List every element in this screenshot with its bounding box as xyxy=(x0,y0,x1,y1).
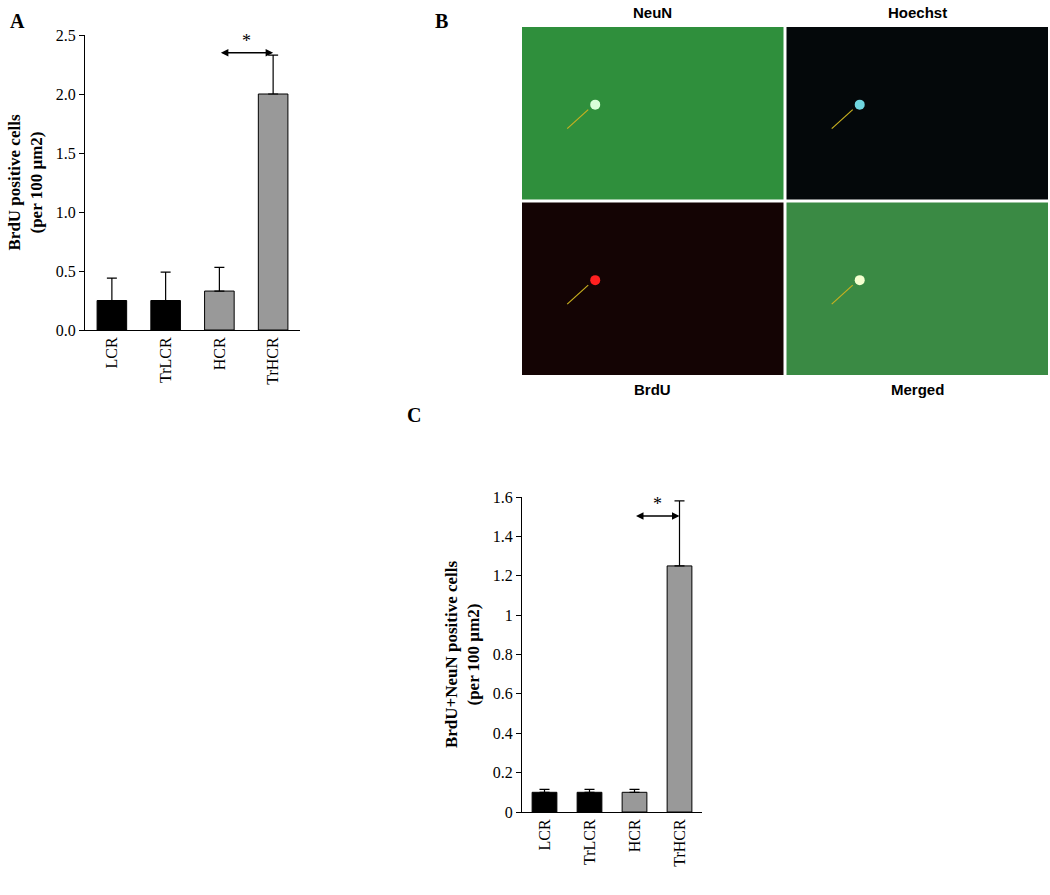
svg-text:Merged: Merged xyxy=(891,381,944,398)
svg-text:LCR: LCR xyxy=(103,337,120,368)
svg-text:C: C xyxy=(407,404,421,426)
svg-text:0.8: 0.8 xyxy=(493,646,513,663)
svg-text:0: 0 xyxy=(505,804,513,821)
svg-text:BrdU+NeuN positive cells(per 1: BrdU+NeuN positive cells(per 100 µm2) xyxy=(442,561,483,749)
svg-text:0.0: 0.0 xyxy=(56,322,76,339)
svg-text:TrLCR: TrLCR xyxy=(581,819,598,865)
svg-text:LCR: LCR xyxy=(536,819,553,850)
svg-text:1.4: 1.4 xyxy=(493,528,513,545)
svg-text:BrdU positive cells(per 100 µm: BrdU positive cells(per 100 µm2) xyxy=(5,114,46,250)
svg-text:*: * xyxy=(653,494,662,514)
svg-text:HCR: HCR xyxy=(626,819,643,852)
svg-text:BrdU: BrdU xyxy=(634,381,671,398)
svg-text:TrHCR: TrHCR xyxy=(264,337,281,385)
svg-text:0.6: 0.6 xyxy=(493,685,513,702)
svg-text:NeuN: NeuN xyxy=(633,4,672,21)
svg-text:2.5: 2.5 xyxy=(56,27,76,44)
svg-text:0.2: 0.2 xyxy=(493,764,513,781)
svg-text:TrHCR: TrHCR xyxy=(671,819,688,867)
svg-text:TrLCR: TrLCR xyxy=(157,337,174,383)
svg-text:B: B xyxy=(435,10,448,32)
svg-text:1.6: 1.6 xyxy=(493,489,513,506)
svg-text:0.5: 0.5 xyxy=(56,263,76,280)
svg-text:Hoechst: Hoechst xyxy=(888,4,947,21)
svg-text:1.5: 1.5 xyxy=(56,145,76,162)
svg-text:1.0: 1.0 xyxy=(56,204,76,221)
svg-text:*: * xyxy=(242,31,251,51)
svg-text:2.0: 2.0 xyxy=(56,86,76,103)
svg-text:A: A xyxy=(10,10,25,32)
svg-text:1.2: 1.2 xyxy=(493,567,513,584)
svg-text:0.4: 0.4 xyxy=(493,725,513,742)
svg-text:HCR: HCR xyxy=(211,337,228,370)
svg-text:1: 1 xyxy=(505,607,513,624)
